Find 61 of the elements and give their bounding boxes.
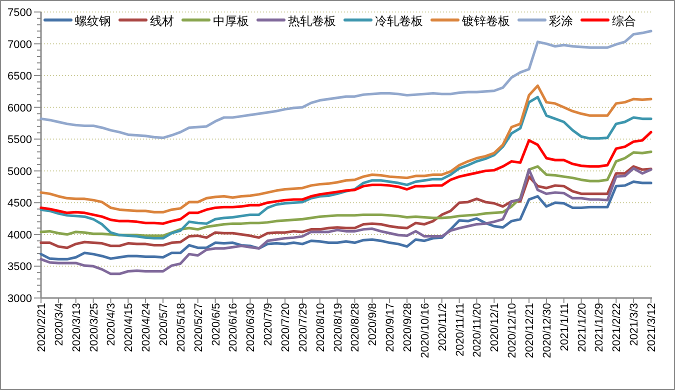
- line-series: [40, 30, 652, 140]
- legend-label: 热轧卷板: [288, 14, 336, 28]
- x-tick-label: 2020/9/8: [367, 303, 380, 346]
- y-tick-label: 4000: [8, 229, 32, 242]
- x-tick-label: 2020/5/7: [158, 303, 170, 346]
- x-tick-label: 2021/2/22: [611, 303, 624, 352]
- y-tick-label: 3000: [8, 293, 32, 305]
- legend-label: 彩涂: [549, 14, 573, 28]
- x-tick-label: 2020/12/1: [489, 303, 502, 352]
- line-series: [40, 165, 652, 250]
- x-tick-label: 2020/7/20: [280, 303, 292, 352]
- x-tick-label: 2021/3/3: [628, 303, 641, 346]
- legend-label: 线材: [150, 14, 174, 28]
- x-tick-label: 2020/12/30: [541, 303, 554, 358]
- x-tick-label: 2020/12/21: [524, 303, 536, 358]
- y-tick-label: 5000: [8, 166, 32, 178]
- x-tick-label: 2020/3/13: [70, 303, 83, 352]
- x-tick-label: 2020/3/4: [53, 303, 66, 346]
- legend-label: 冷轧卷板: [375, 14, 423, 28]
- x-tick-label: 2020/11/2: [436, 303, 449, 352]
- line-series: [40, 180, 652, 261]
- x-tick-label: 2020/8/10: [314, 303, 327, 352]
- x-tick-label: 2020/6/30: [245, 303, 258, 352]
- line-series: [40, 84, 652, 214]
- x-tick-label: 2020/7/9: [262, 303, 275, 346]
- legend-label: 镀锌卷板: [461, 14, 510, 28]
- x-tick-label: 2020/9/17: [384, 303, 397, 352]
- x-tick-label: 2021/1/11: [558, 303, 571, 352]
- x-tick-label: 2020/6/16: [228, 303, 240, 352]
- x-tick-label: 2020/4/24: [140, 303, 153, 352]
- x-tick-label: 2021/3/12: [646, 303, 658, 352]
- x-tick-label: 2020/9/28: [402, 303, 414, 352]
- x-tick-label: 2020/2/21: [36, 303, 48, 352]
- legend-label: 螺纹钢: [75, 14, 111, 28]
- y-tick-label: 6000: [8, 102, 32, 114]
- line-series: [40, 96, 652, 240]
- x-tick-label: 2020/4/3: [106, 303, 118, 346]
- legend-label: 中厚板: [213, 14, 249, 28]
- y-tick-label: 7000: [8, 38, 32, 51]
- x-tick-label: 2020/12/10: [506, 303, 519, 358]
- x-tick-label: 2020/5/18: [175, 303, 188, 352]
- x-tick-label: 2021/1/29: [594, 303, 606, 352]
- y-tick-label: 4500: [8, 198, 32, 210]
- x-tick-label: 2020/7/29: [297, 303, 310, 352]
- x-tick-label: 2020/6/5: [210, 303, 222, 346]
- legend-label: 综合: [612, 14, 636, 28]
- x-tick-label: 2020/5/27: [192, 303, 205, 352]
- y-tick-label: 3500: [8, 261, 32, 274]
- line-series: [40, 130, 652, 225]
- y-tick-label: 6500: [8, 70, 32, 83]
- x-tick-label: 2021/1/20: [576, 303, 588, 352]
- x-tick-label: 2020/11/11: [454, 303, 466, 356]
- x-tick-label: 2020/8/28: [350, 303, 362, 352]
- x-tick-label: 2020/11/20: [472, 303, 484, 358]
- y-tick-label: 5500: [8, 134, 32, 146]
- x-tick-label: 2020/4/15: [123, 303, 136, 352]
- y-tick-label: 7500: [8, 7, 32, 19]
- x-tick-label: 2020/10/16: [419, 303, 432, 358]
- line-series: [40, 167, 652, 276]
- x-tick-label: 2020/3/25: [88, 303, 100, 352]
- x-tick-label: 2020/8/19: [332, 303, 344, 352]
